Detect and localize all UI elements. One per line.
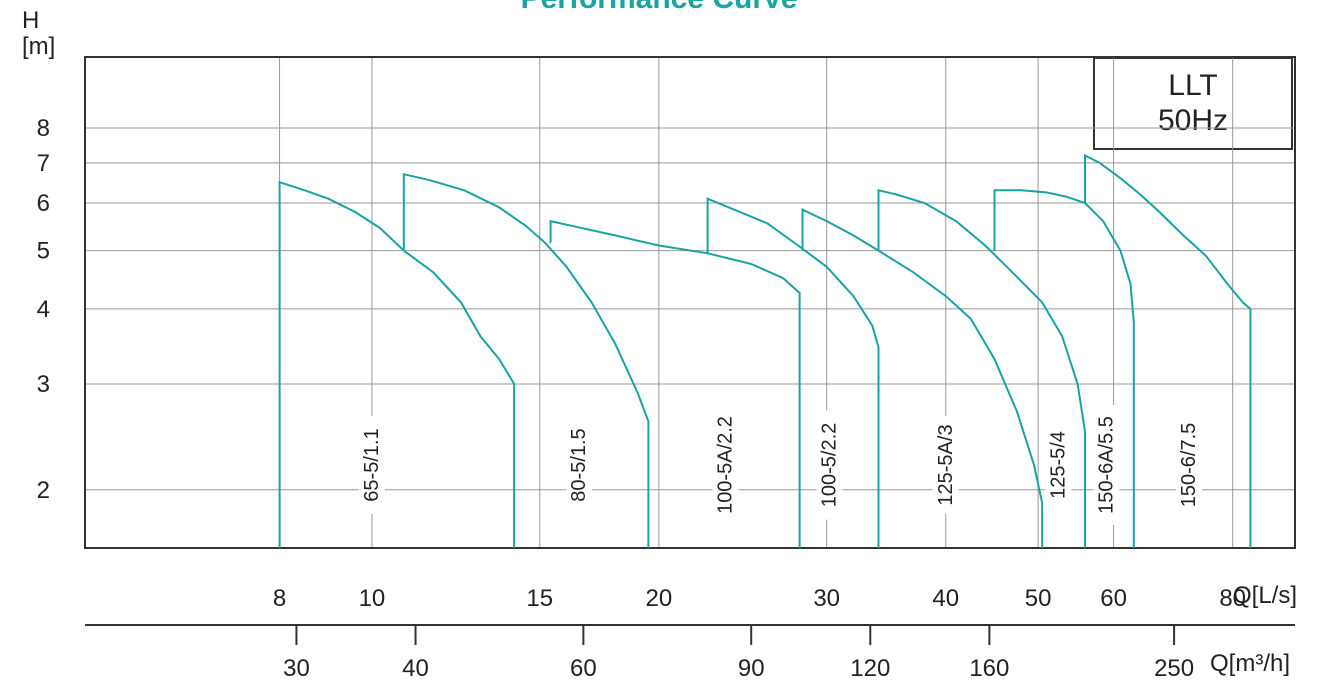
series-label: 150-6/7.5 — [1178, 423, 1200, 508]
series-label-bg — [712, 405, 739, 525]
series-curve — [706, 197, 880, 548]
series-label-bg — [1045, 421, 1072, 509]
series-label: 100-5/2.2 — [818, 423, 840, 508]
series-label-bg — [932, 416, 959, 514]
chart-title: Performance Curve — [0, 0, 1318, 16]
x-tick-label: 30 — [813, 585, 840, 612]
x-tick-label: 8 — [273, 585, 286, 612]
x-tick-label: 60 — [1100, 585, 1127, 612]
y-tick-label: 3 — [37, 371, 50, 398]
x2-tick-label: 160 — [969, 655, 1009, 682]
x-tick-label: 20 — [645, 585, 672, 612]
legend-model: LLT — [1168, 69, 1218, 102]
series-curve — [278, 180, 516, 548]
x-tick-label: 50 — [1025, 585, 1052, 612]
x-tick-label: 10 — [359, 585, 386, 612]
x2-tick-label: 120 — [850, 655, 890, 682]
series-label-bg — [1176, 410, 1203, 520]
y-tick-label: 7 — [37, 150, 50, 177]
series-curve — [801, 208, 1044, 548]
series-label-bg — [358, 416, 385, 514]
y-tick-label: 4 — [37, 296, 50, 323]
series-label-bg — [1093, 405, 1120, 525]
plot-frame — [84, 56, 1296, 549]
x2-tick-label: 40 — [402, 655, 429, 682]
x2-tick-label: 60 — [570, 655, 597, 682]
x2-tick-label: 250 — [1154, 655, 1194, 682]
y-tick-label: 2 — [37, 477, 50, 504]
series-curve — [402, 172, 650, 548]
y-tick-label: 8 — [37, 115, 50, 142]
x2-tick-label: 30 — [283, 655, 310, 682]
series-label-bg — [816, 410, 843, 520]
y-tick-label: 5 — [37, 238, 50, 265]
series-label: 100-5A/2.2 — [715, 416, 737, 514]
series-label: 65-5/1.1 — [361, 428, 383, 501]
y-tick-label: 6 — [37, 190, 50, 217]
legend-frequency: 50Hz — [1157, 103, 1229, 137]
series-label: 125-5A/3 — [935, 424, 957, 505]
x-tick-label: 40 — [932, 585, 959, 612]
x-axis-label-ls: Q[L/s] — [1233, 582, 1298, 609]
series-label: 80-5/1.5 — [568, 428, 590, 501]
y-axis-label: H [m] — [22, 7, 56, 61]
series-label-bg — [566, 416, 593, 514]
legend-box: LLT 50Hz — [1093, 57, 1293, 150]
series-curve — [1084, 153, 1252, 548]
x2-tick-label: 90 — [738, 655, 765, 682]
x-tick-label: 15 — [526, 585, 553, 612]
series-label: 125-5/4 — [1047, 431, 1069, 499]
series-curve — [877, 189, 1086, 548]
x-axis-label-m3h: Q[m³/h] — [1210, 650, 1291, 677]
series-curve — [549, 219, 801, 548]
series-label: 150-6A/5.5 — [1096, 416, 1118, 514]
x-tick-label: 80 — [1219, 585, 1246, 612]
